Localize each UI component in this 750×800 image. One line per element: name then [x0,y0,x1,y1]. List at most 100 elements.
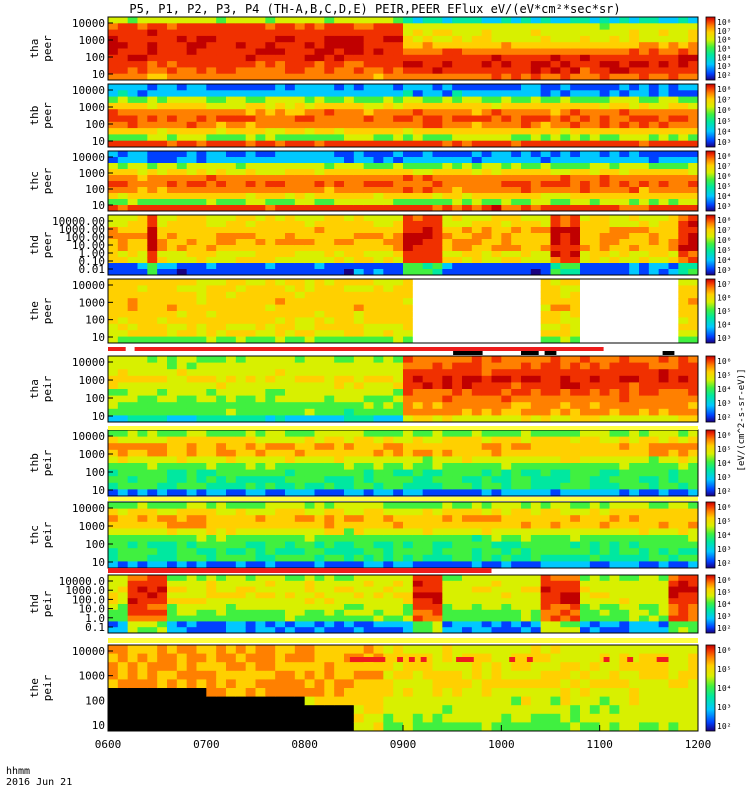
heatmap-cell [452,257,463,264]
heatmap-cell [609,415,620,423]
heatmap-cell [304,395,315,403]
heatmap-cell [294,528,306,536]
heatmap-cell [511,469,522,477]
heatmap-cell [619,199,630,206]
heatmap-cell [422,521,433,529]
heatmap-cell [678,502,689,509]
heatmap-cell [157,61,168,68]
heatmap-cell [294,382,306,390]
heatmap-cell [157,541,168,549]
heatmap-cell [294,535,306,542]
heatmap-cell [530,369,542,377]
heatmap-cell [501,395,512,403]
heatmap-cell [383,23,394,30]
heatmap-cell [235,548,247,556]
heatmap-cell [462,554,473,562]
heatmap-cell [344,257,355,264]
heatmap-cell [668,291,679,299]
heatmap-cell [462,96,473,104]
heatmap-cell [206,279,217,286]
heatmap-cell [108,140,119,148]
heatmap-cell [117,317,129,325]
heatmap-cell [422,169,433,176]
heatmap-cell [363,23,374,30]
heatmap-cell [363,469,374,477]
heatmap-cell [393,389,404,396]
heatmap-cell [481,541,492,549]
heatmap-cell [157,463,168,470]
heatmap-cell [688,35,699,43]
heatmap-cell [137,102,148,110]
heatmap-cell [442,42,453,49]
heatmap-cell [511,90,522,97]
heatmap-cell [294,304,306,312]
heatmap-cell [117,415,129,423]
heatmap-cell [432,227,443,234]
heatmap-cell [196,323,207,331]
heatmap-cell [226,35,237,43]
heatmap-cell [688,251,699,258]
heatmap-cell [412,382,424,390]
heatmap-cell [245,336,256,344]
heatmap-cell [393,29,404,37]
heatmap-cell [186,548,197,556]
heatmap-cell [511,541,522,549]
heatmap-cell [580,233,591,240]
heatmap-cell [629,169,640,176]
heatmap-cell [580,181,591,188]
heatmap-cell [432,134,443,142]
heatmap-cell [186,169,197,176]
heatmap-cell [599,528,610,536]
heatmap-cell [629,29,640,37]
heatmap-cell [462,48,473,56]
heatmap-cell [137,449,148,457]
heatmap-cell [186,489,197,497]
heatmap-cell [127,151,138,158]
heatmap-cell [678,102,689,110]
heatmap-cell [501,317,512,325]
heatmap-cell [432,443,443,451]
heatmap-cell [127,362,138,370]
heatmap-cell [648,330,660,337]
heatmap-cell [108,134,119,142]
heatmap-cell [334,330,345,337]
heatmap-cell [157,298,168,305]
heatmap-cell [462,548,473,556]
heatmap-cell [550,502,561,509]
heatmap-cell [432,221,443,228]
heatmap-cell [285,408,296,416]
heatmap-cell [334,233,345,240]
heatmap-cell [609,279,620,286]
heatmap-cell [265,463,276,470]
heatmap-cell [275,17,286,24]
colorbar-tick-label: 10² [717,559,731,568]
heatmap-cell [491,415,502,423]
heatmap-cell [285,233,296,240]
heatmap-cell [294,157,306,164]
heatmap-cell [501,35,512,43]
heatmap-cell [324,54,335,62]
heatmap-cell [285,163,296,170]
heatmap-cell [373,157,384,164]
heatmap-cell [167,304,178,312]
heatmap-cell [432,115,443,123]
heatmap-cell [265,336,276,344]
heatmap-cell [226,128,237,135]
heatmap-cell [265,239,276,246]
heatmap-cell [452,382,463,390]
heatmap-cell [668,128,679,135]
heatmap-cell [412,317,424,325]
heatmap-cell [580,269,591,276]
heatmap-cell [294,199,306,206]
heatmap-cell [688,489,699,497]
heatmap-cell [648,169,660,176]
heatmap-cell [481,29,492,37]
heatmap-cell [452,408,463,416]
heatmap-cell [511,199,522,206]
heatmap-cell [353,233,365,240]
heatmap-cell [619,476,630,484]
heatmap-cell [393,151,404,158]
heatmap-cell [216,415,227,423]
heatmap-cell [235,402,247,410]
heatmap-cell [157,102,168,110]
